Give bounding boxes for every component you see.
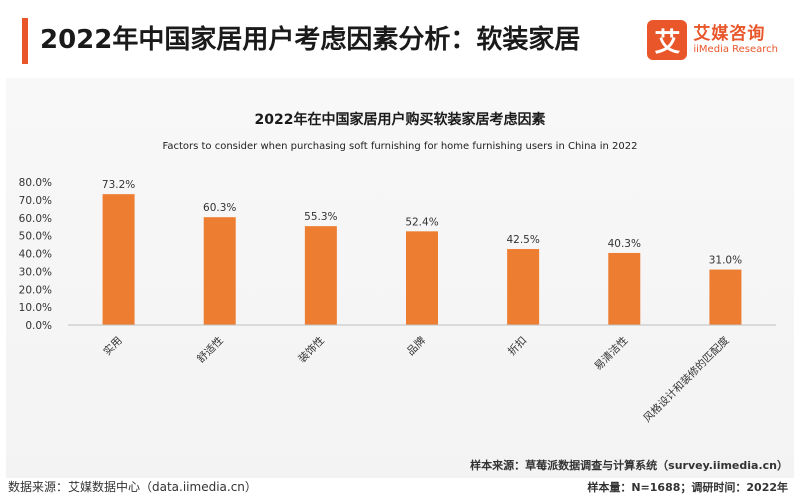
- chart-panel: 2022年在中国家居用户购买软装家居考虑因素 Factors to consid…: [6, 78, 794, 478]
- sample-source: 样本来源：草莓派数据调查与计算系统（survey.iimedia.cn）: [470, 459, 788, 472]
- bar: [709, 269, 742, 325]
- logo-text: 艾媒咨询 iiMedia Research: [693, 25, 778, 55]
- x-tick-label: 舒适性: [194, 334, 225, 365]
- bar: [102, 194, 135, 325]
- bar: [304, 226, 337, 325]
- y-tick-label: 50.0%: [19, 231, 52, 243]
- x-tick-label: 风格设计和装修的匹配度: [641, 334, 732, 425]
- data-label: 31.0%: [709, 255, 742, 267]
- bar: [406, 231, 438, 325]
- y-tick-label: 30.0%: [19, 266, 52, 278]
- data-labels: 73.2% 60.3% 55.3% 52.4% 42.5% 40.3% 31.0%: [102, 179, 742, 266]
- x-axis: 实用 舒适性 装饰性 品牌 折扣 易清洁性 风格设计和装修的匹配度: [68, 324, 776, 425]
- logo-name-en: iiMedia Research: [693, 43, 778, 55]
- data-label: 55.3%: [304, 211, 337, 223]
- y-tick-label: 10.0%: [19, 302, 52, 314]
- bar: [507, 249, 540, 325]
- sample-info: 样本量：N=1688；调研时间：2022年: [587, 481, 788, 494]
- x-tick-label: 品牌: [404, 334, 428, 358]
- y-tick-label: 40.0%: [19, 249, 52, 261]
- chart-subtitle: Factors to consider when purchasing soft…: [163, 141, 638, 152]
- data-label: 60.3%: [203, 202, 236, 214]
- y-tick-label: 70.0%: [19, 195, 52, 207]
- page-title: 2022年中国家居用户考虑因素分析：软装家居: [40, 25, 581, 55]
- logo: 艾 艾媒咨询 iiMedia Research: [647, 20, 778, 60]
- header-accent-bar: [22, 18, 28, 64]
- y-axis: 0.0% 10.0% 20.0% 30.0% 40.0% 50.0% 60.0% 70.0% 8…: [19, 177, 52, 332]
- y-tick-label: 80.0%: [19, 177, 52, 189]
- data-label: 42.5%: [506, 234, 539, 246]
- x-tick-label: 装饰性: [296, 334, 327, 365]
- data-label: 52.4%: [405, 216, 438, 228]
- bar: [608, 252, 641, 325]
- x-tick-label: 实用: [101, 334, 125, 358]
- data-label: 73.2%: [102, 179, 135, 191]
- logo-icon: 艾: [647, 20, 688, 60]
- bar: [203, 217, 236, 325]
- data-label: 40.3%: [608, 238, 641, 250]
- y-tick-label: 60.0%: [19, 213, 52, 225]
- x-tick-label: 易清洁性: [592, 334, 631, 373]
- logo-name-cn: 艾媒咨询: [693, 24, 766, 45]
- x-tick-label: 折扣: [505, 334, 529, 358]
- data-source: 数据来源：艾媒数据中心（data.iimedia.cn）: [8, 480, 257, 494]
- y-tick-label: 0.0%: [25, 320, 52, 332]
- bars: [102, 194, 742, 325]
- chart-title: 2022年在中国家居用户购买软装家居考虑因素: [255, 111, 546, 128]
- y-tick-label: 20.0%: [19, 284, 52, 296]
- bar-chart: 2022年在中国家居用户购买软装家居考虑因素 Factors to consid…: [19, 111, 776, 425]
